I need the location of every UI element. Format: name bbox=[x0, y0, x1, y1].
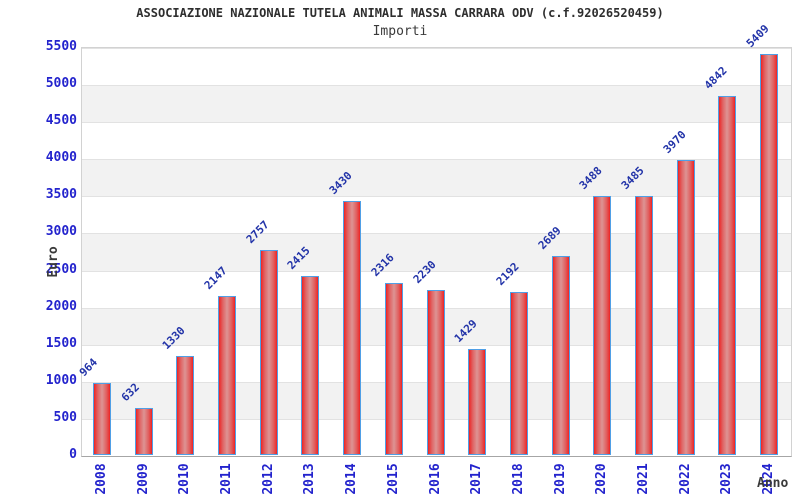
grid-band bbox=[82, 48, 791, 86]
x-tick-label: 2023 bbox=[719, 463, 735, 495]
bar-2023 bbox=[718, 95, 737, 455]
x-tick-label: 2016 bbox=[427, 463, 443, 495]
x-tick-label: 2012 bbox=[260, 463, 276, 495]
bar-2022 bbox=[676, 160, 695, 455]
x-tick-label: 2014 bbox=[344, 463, 360, 495]
grid-line bbox=[82, 159, 791, 161]
x-tick-label: 2019 bbox=[552, 463, 568, 495]
bar-2010 bbox=[176, 356, 195, 455]
bar-2024 bbox=[760, 53, 779, 455]
bar-2018 bbox=[509, 292, 528, 455]
y-tick-label: 4000 bbox=[45, 150, 77, 166]
grid-band bbox=[82, 233, 791, 271]
x-tick-label: 2015 bbox=[385, 463, 401, 495]
x-tick-label: 2021 bbox=[636, 463, 652, 495]
x-tick-label: 2009 bbox=[135, 463, 151, 495]
x-tick-label: 2017 bbox=[469, 463, 485, 495]
bar-2013 bbox=[301, 275, 320, 455]
bar-2014 bbox=[343, 200, 362, 455]
bar-2019 bbox=[551, 255, 570, 455]
grid-line bbox=[82, 196, 791, 198]
x-tick-label: 2011 bbox=[218, 463, 234, 495]
y-axis-title: Euro bbox=[46, 246, 61, 278]
x-tick-label: 2008 bbox=[93, 463, 109, 495]
y-tick-label: 0 bbox=[69, 447, 77, 462]
grid-line bbox=[82, 122, 791, 124]
y-tick-label: 500 bbox=[53, 409, 77, 425]
x-tick-label: 2020 bbox=[594, 463, 610, 495]
x-tick-label: 2022 bbox=[677, 463, 693, 495]
y-tick-label: 2000 bbox=[45, 298, 77, 314]
bar-2021 bbox=[635, 196, 654, 455]
chart-subtitle: Importi bbox=[372, 24, 428, 39]
bar-2011 bbox=[217, 295, 236, 455]
y-tick-label: 1000 bbox=[45, 372, 77, 388]
y-tick-label: 3000 bbox=[45, 224, 77, 240]
grid-band bbox=[82, 85, 791, 123]
grid-line bbox=[82, 233, 791, 235]
x-tick-label: 2013 bbox=[302, 463, 318, 495]
bar-2017 bbox=[468, 348, 487, 455]
x-tick-label: 2018 bbox=[510, 463, 526, 495]
y-tick-label: 4500 bbox=[45, 113, 77, 129]
bar-2012 bbox=[259, 250, 278, 455]
bar-2016 bbox=[426, 289, 445, 455]
bar-2009 bbox=[134, 408, 153, 455]
bar-2015 bbox=[384, 283, 403, 455]
grid-band bbox=[82, 122, 791, 160]
y-tick-label: 2500 bbox=[45, 261, 77, 277]
x-tick-label: 2010 bbox=[177, 463, 193, 495]
y-tick-label: 1500 bbox=[45, 335, 77, 351]
grid-band bbox=[82, 196, 791, 234]
bar-2008 bbox=[92, 383, 111, 455]
y-tick-label: 5500 bbox=[45, 39, 77, 54]
grid-line bbox=[82, 48, 791, 49]
y-tick-label: 3500 bbox=[45, 187, 77, 203]
grid-line bbox=[82, 85, 791, 87]
bar-2020 bbox=[593, 196, 612, 455]
grid-band bbox=[82, 159, 791, 197]
x-axis-title: Anno bbox=[757, 476, 789, 491]
grid-line bbox=[82, 270, 791, 272]
chart-title: ASSOCIAZIONE NAZIONALE TUTELA ANIMALI MA… bbox=[136, 6, 664, 20]
y-tick-label: 5000 bbox=[45, 76, 77, 92]
